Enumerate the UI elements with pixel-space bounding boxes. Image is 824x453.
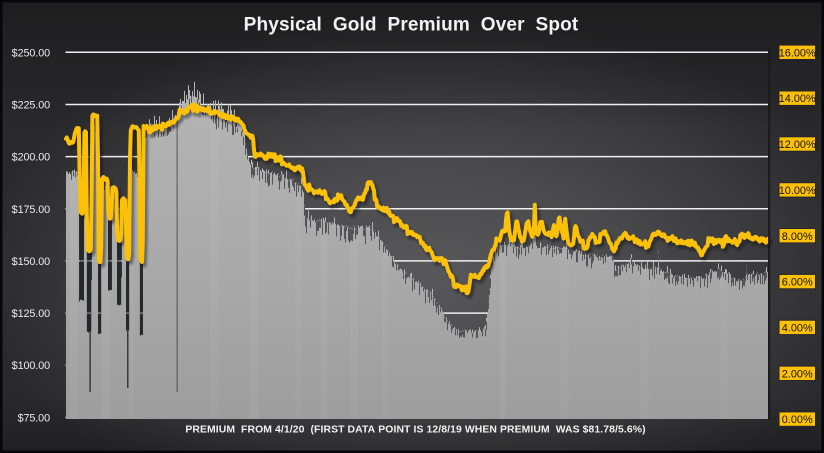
- svg-text:$75.00: $75.00: [18, 412, 51, 424]
- svg-text:$175.00: $175.00: [12, 204, 50, 216]
- svg-text:$125.00: $125.00: [12, 308, 50, 320]
- svg-text:14.00%: 14.00%: [779, 93, 816, 105]
- svg-text:$200.00: $200.00: [12, 152, 50, 164]
- svg-text:12.00%: 12.00%: [779, 139, 816, 151]
- svg-text:$225.00: $225.00: [12, 100, 50, 112]
- svg-text:4.00%: 4.00%: [782, 323, 813, 335]
- svg-text:8.00%: 8.00%: [782, 231, 813, 243]
- svg-text:$150.00: $150.00: [12, 256, 50, 268]
- svg-text:0.00%: 0.00%: [782, 414, 813, 426]
- svg-text:10.00%: 10.00%: [779, 185, 816, 197]
- svg-text:PREMIUM FROM 4/1/20 (FIRST D: PREMIUM FROM 4/1/20 (FIRST DATA POINT IS…: [185, 425, 645, 436]
- svg-text:$250.00: $250.00: [12, 47, 50, 59]
- svg-text:2.00%: 2.00%: [782, 368, 813, 380]
- svg-text:16.00%: 16.00%: [779, 47, 816, 59]
- svg-text:$100.00: $100.00: [12, 360, 50, 372]
- svg-text:6.00%: 6.00%: [782, 277, 813, 289]
- svg-text:Physical Gold Premium Over: Physical Gold Premium Over Spot: [244, 15, 579, 36]
